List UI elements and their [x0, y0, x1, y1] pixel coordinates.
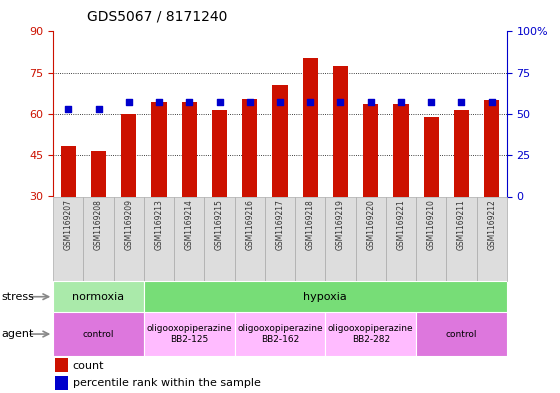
Text: oligooxopiperazine
BB2-125: oligooxopiperazine BB2-125: [147, 324, 232, 344]
Point: [457, 98, 466, 105]
Text: count: count: [73, 360, 104, 371]
Bar: [477, 196, 507, 281]
Text: GSM1169221: GSM1169221: [396, 199, 405, 250]
Text: oligooxopiperazine
BB2-162: oligooxopiperazine BB2-162: [237, 324, 323, 344]
Text: GSM1169208: GSM1169208: [94, 199, 103, 250]
Text: agent: agent: [2, 329, 34, 339]
Text: control: control: [83, 330, 114, 338]
Bar: [302, 57, 318, 196]
Bar: [386, 196, 416, 281]
Text: GSM1169210: GSM1169210: [427, 199, 436, 250]
Text: GSM1169209: GSM1169209: [124, 199, 133, 250]
Text: GSM1169220: GSM1169220: [366, 199, 375, 250]
Bar: [144, 281, 507, 312]
Text: control: control: [446, 330, 477, 338]
Point: [94, 106, 103, 112]
Bar: [416, 196, 446, 281]
Text: hypoxia: hypoxia: [304, 292, 347, 302]
Bar: [212, 110, 227, 196]
Text: GSM1169217: GSM1169217: [276, 199, 284, 250]
Text: GSM1169207: GSM1169207: [64, 199, 73, 250]
Point: [155, 98, 164, 105]
Point: [306, 98, 315, 105]
Text: normoxia: normoxia: [72, 292, 125, 302]
Bar: [53, 312, 144, 356]
Bar: [393, 104, 409, 196]
Point: [185, 98, 194, 105]
Point: [396, 98, 405, 105]
Bar: [174, 196, 204, 281]
Bar: [484, 100, 500, 196]
Text: oligooxopiperazine
BB2-282: oligooxopiperazine BB2-282: [328, 324, 413, 344]
Bar: [114, 196, 144, 281]
Bar: [265, 196, 295, 281]
Bar: [60, 145, 76, 196]
Bar: [151, 101, 167, 196]
Point: [276, 98, 284, 105]
Bar: [235, 312, 325, 356]
Bar: [325, 312, 416, 356]
Bar: [454, 110, 469, 196]
Bar: [446, 196, 477, 281]
Point: [487, 98, 496, 105]
Bar: [83, 196, 114, 281]
Bar: [295, 196, 325, 281]
Bar: [144, 312, 235, 356]
Text: GSM1169218: GSM1169218: [306, 199, 315, 250]
Bar: [242, 99, 258, 196]
Bar: [144, 196, 174, 281]
Bar: [55, 358, 68, 373]
Point: [215, 98, 224, 105]
Text: GDS5067 / 8171240: GDS5067 / 8171240: [87, 10, 227, 24]
Point: [124, 98, 133, 105]
Bar: [235, 196, 265, 281]
Bar: [416, 312, 507, 356]
Point: [336, 98, 345, 105]
Bar: [204, 196, 235, 281]
Bar: [363, 104, 379, 196]
Text: GSM1169213: GSM1169213: [155, 199, 164, 250]
Point: [245, 98, 254, 105]
Bar: [53, 196, 83, 281]
Bar: [272, 85, 288, 196]
Text: stress: stress: [2, 292, 35, 302]
Bar: [53, 281, 144, 312]
Text: GSM1169211: GSM1169211: [457, 199, 466, 250]
Bar: [356, 196, 386, 281]
Text: GSM1169216: GSM1169216: [245, 199, 254, 250]
Text: GSM1169219: GSM1169219: [336, 199, 345, 250]
Bar: [91, 151, 106, 196]
Bar: [121, 114, 137, 196]
Bar: [55, 376, 68, 390]
Bar: [333, 66, 348, 196]
Text: GSM1169215: GSM1169215: [215, 199, 224, 250]
Text: GSM1169212: GSM1169212: [487, 199, 496, 250]
Bar: [325, 196, 356, 281]
Point: [366, 98, 375, 105]
Text: GSM1169214: GSM1169214: [185, 199, 194, 250]
Point: [64, 106, 73, 112]
Point: [427, 98, 436, 105]
Bar: [182, 101, 197, 196]
Bar: [424, 117, 439, 196]
Text: percentile rank within the sample: percentile rank within the sample: [73, 378, 261, 388]
